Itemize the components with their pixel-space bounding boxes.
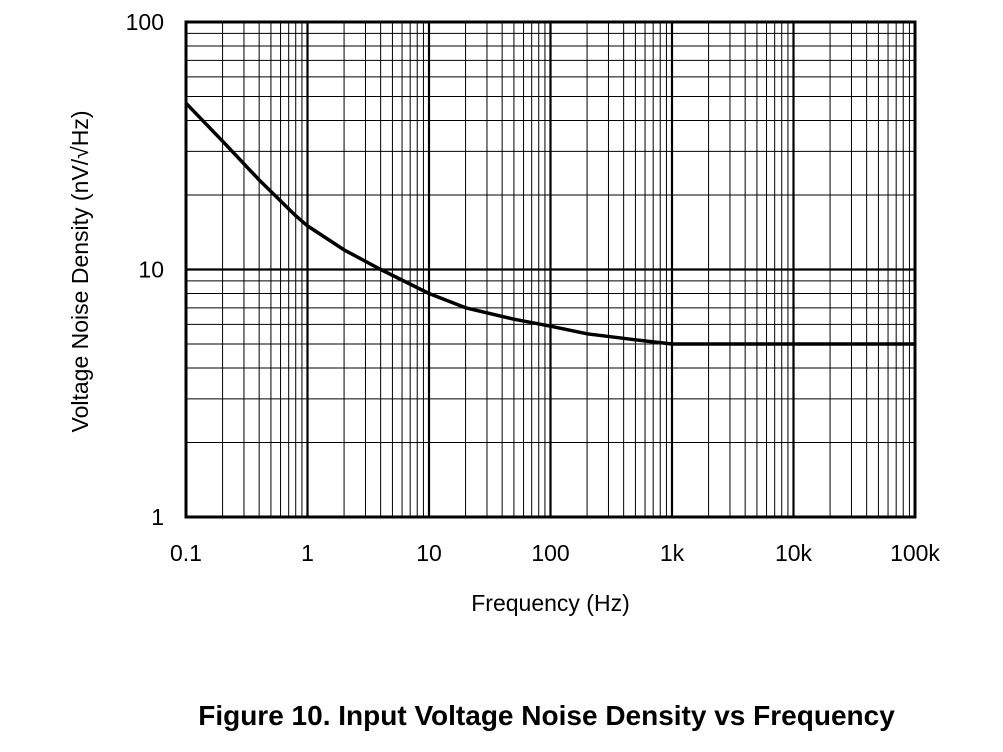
x-tick-label: 10k — [775, 540, 813, 566]
x-tick-label: 100k — [890, 540, 940, 566]
y-tick-label: 100 — [126, 9, 164, 35]
x-axis-title: Frequency (Hz) — [471, 590, 629, 616]
y-axis-title: Voltage Noise Density (nV/√Hz) — [67, 111, 93, 433]
x-tick-label: 0.1 — [170, 540, 202, 566]
x-tick-label: 1k — [660, 540, 685, 566]
x-tick-label: 1 — [301, 540, 314, 566]
figure-caption: Figure 10. Input Voltage Noise Density v… — [198, 700, 895, 731]
noise-density-series-line — [184, 101, 915, 346]
y-tick-label: 10 — [138, 257, 164, 283]
plot-frame — [184, 20, 917, 519]
x-tick-label: 100 — [531, 540, 569, 566]
grid — [184, 22, 915, 519]
y-tick-label: 1 — [151, 504, 164, 530]
x-tick-label: 10 — [416, 540, 442, 566]
